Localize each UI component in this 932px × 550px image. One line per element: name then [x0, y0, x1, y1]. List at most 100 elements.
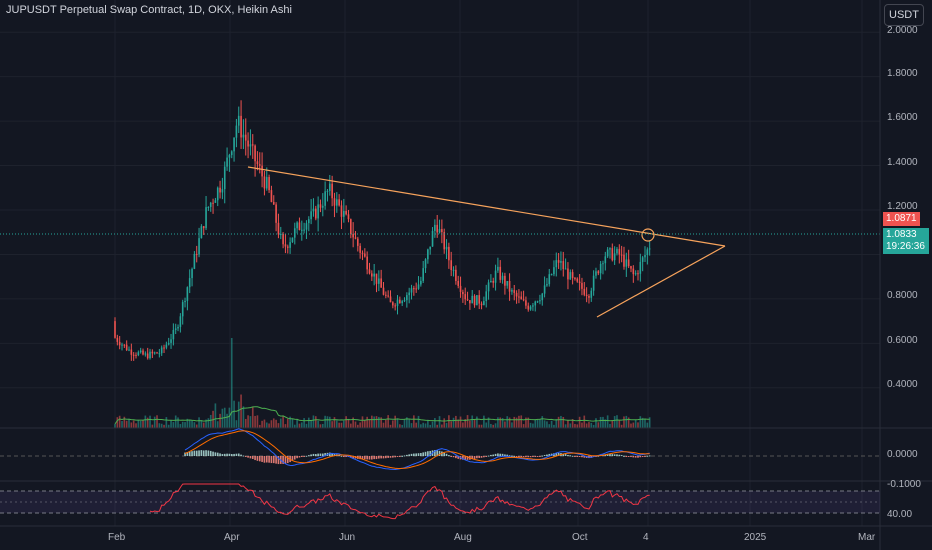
volume-bar — [438, 416, 441, 428]
macd-histogram-bar — [511, 455, 513, 457]
candle-body — [200, 226, 203, 239]
candle-body — [165, 344, 168, 348]
macd-histogram-bar — [448, 455, 450, 457]
candlestick-series — [114, 100, 651, 361]
volume-bar — [128, 418, 130, 428]
volume-bar — [499, 417, 502, 428]
macd-histogram-bar — [186, 452, 189, 456]
volume-bar — [237, 401, 240, 428]
macd-histogram-bar — [632, 456, 635, 458]
candle-body — [534, 301, 537, 306]
macd-histogram-bar — [387, 456, 389, 458]
volume-bar — [149, 415, 151, 428]
last-price-badge: 1.0833 19:26:36 — [883, 228, 929, 254]
volume-bar — [429, 424, 432, 428]
volume-bar — [464, 419, 467, 428]
volume-bar — [296, 418, 298, 428]
macd-histogram-bar — [611, 454, 614, 456]
candle-body — [289, 242, 291, 248]
macd-histogram-bar — [613, 454, 616, 456]
volume-bar — [515, 417, 518, 428]
macd-tick: 0.0000 — [887, 449, 918, 460]
currency-button[interactable]: USDT — [884, 4, 924, 26]
volume-bar — [590, 422, 593, 428]
candle-body — [464, 294, 467, 300]
macd-histogram-bar — [536, 456, 539, 457]
volume-bar — [202, 422, 205, 428]
trendline-upper[interactable] — [247, 166, 726, 247]
volume-bar — [298, 423, 301, 428]
macd-histogram-bar — [270, 456, 273, 464]
candle-body — [300, 229, 303, 231]
volume-bar — [235, 420, 238, 428]
macd-histogram-bar — [226, 453, 228, 456]
macd-histogram-bar — [641, 456, 644, 457]
volume-bar — [263, 419, 266, 428]
volume-bar — [254, 415, 256, 428]
macd-histogram-bar — [198, 450, 200, 456]
volume-bar — [543, 420, 546, 428]
volume-bar — [401, 424, 403, 428]
volume-bar — [497, 417, 499, 428]
candle-body — [646, 249, 649, 255]
volume-bar — [473, 419, 476, 428]
volume-bar — [265, 422, 268, 428]
volume-bar — [354, 421, 357, 428]
macd-histogram-bar — [307, 455, 310, 457]
candle-body — [564, 268, 567, 270]
macd-histogram-bar — [529, 456, 532, 458]
macd-histogram-bar — [532, 456, 534, 457]
price-tick: 1.2000 — [887, 201, 918, 212]
candle-body — [265, 177, 268, 189]
volume-bar — [392, 420, 394, 428]
candle-body — [347, 214, 350, 220]
candle-body — [632, 268, 635, 275]
volume-bar — [233, 400, 235, 428]
candle-body — [518, 296, 520, 298]
volume-bar — [441, 424, 443, 428]
macd-histogram-bar — [483, 456, 485, 458]
volume-bar — [506, 416, 509, 428]
volume-bar — [335, 420, 338, 428]
candle-body — [382, 287, 385, 295]
candle-body — [574, 277, 576, 279]
volume-bar — [319, 424, 322, 428]
candle-body — [207, 206, 210, 208]
candle-body — [450, 260, 453, 271]
candle-body — [144, 353, 147, 355]
volume-bar — [230, 338, 233, 428]
macd-histogram-bar — [324, 453, 326, 456]
price-tick: 0.4000 — [887, 379, 918, 390]
candle-body — [361, 252, 364, 254]
candle-body — [298, 222, 301, 231]
volume-bar — [413, 415, 415, 428]
macd-histogram-bar — [345, 456, 347, 457]
macd-histogram-bar — [478, 456, 481, 458]
volume-bar — [184, 422, 186, 428]
candle-body — [223, 166, 226, 190]
candle-body — [620, 254, 623, 256]
volume-bar — [312, 415, 315, 428]
volume-bar — [546, 421, 548, 428]
macd-histogram-bar — [237, 453, 240, 456]
candle-body — [272, 201, 275, 205]
volume-bar — [569, 423, 572, 428]
volume-bar — [249, 416, 252, 428]
chart-title: JUPUSDT Perpetual Swap Contract, 1D, OKX… — [6, 4, 292, 16]
macd-histogram-bar — [378, 456, 380, 459]
trendline-lower[interactable] — [596, 245, 726, 318]
volume-bar — [158, 423, 161, 428]
macd-histogram-bar — [452, 456, 455, 458]
volume-bar — [602, 416, 604, 428]
volume-bar — [205, 419, 207, 428]
candle-body — [352, 233, 354, 238]
macd-histogram-bar — [420, 452, 422, 456]
candle-body — [244, 134, 247, 141]
volume-bar — [424, 423, 427, 428]
candle-body — [202, 226, 205, 229]
macd-histogram-bar — [349, 456, 352, 458]
macd-histogram-bar — [364, 456, 366, 460]
macd-histogram-bar — [476, 456, 478, 459]
volume-bar — [525, 417, 527, 428]
